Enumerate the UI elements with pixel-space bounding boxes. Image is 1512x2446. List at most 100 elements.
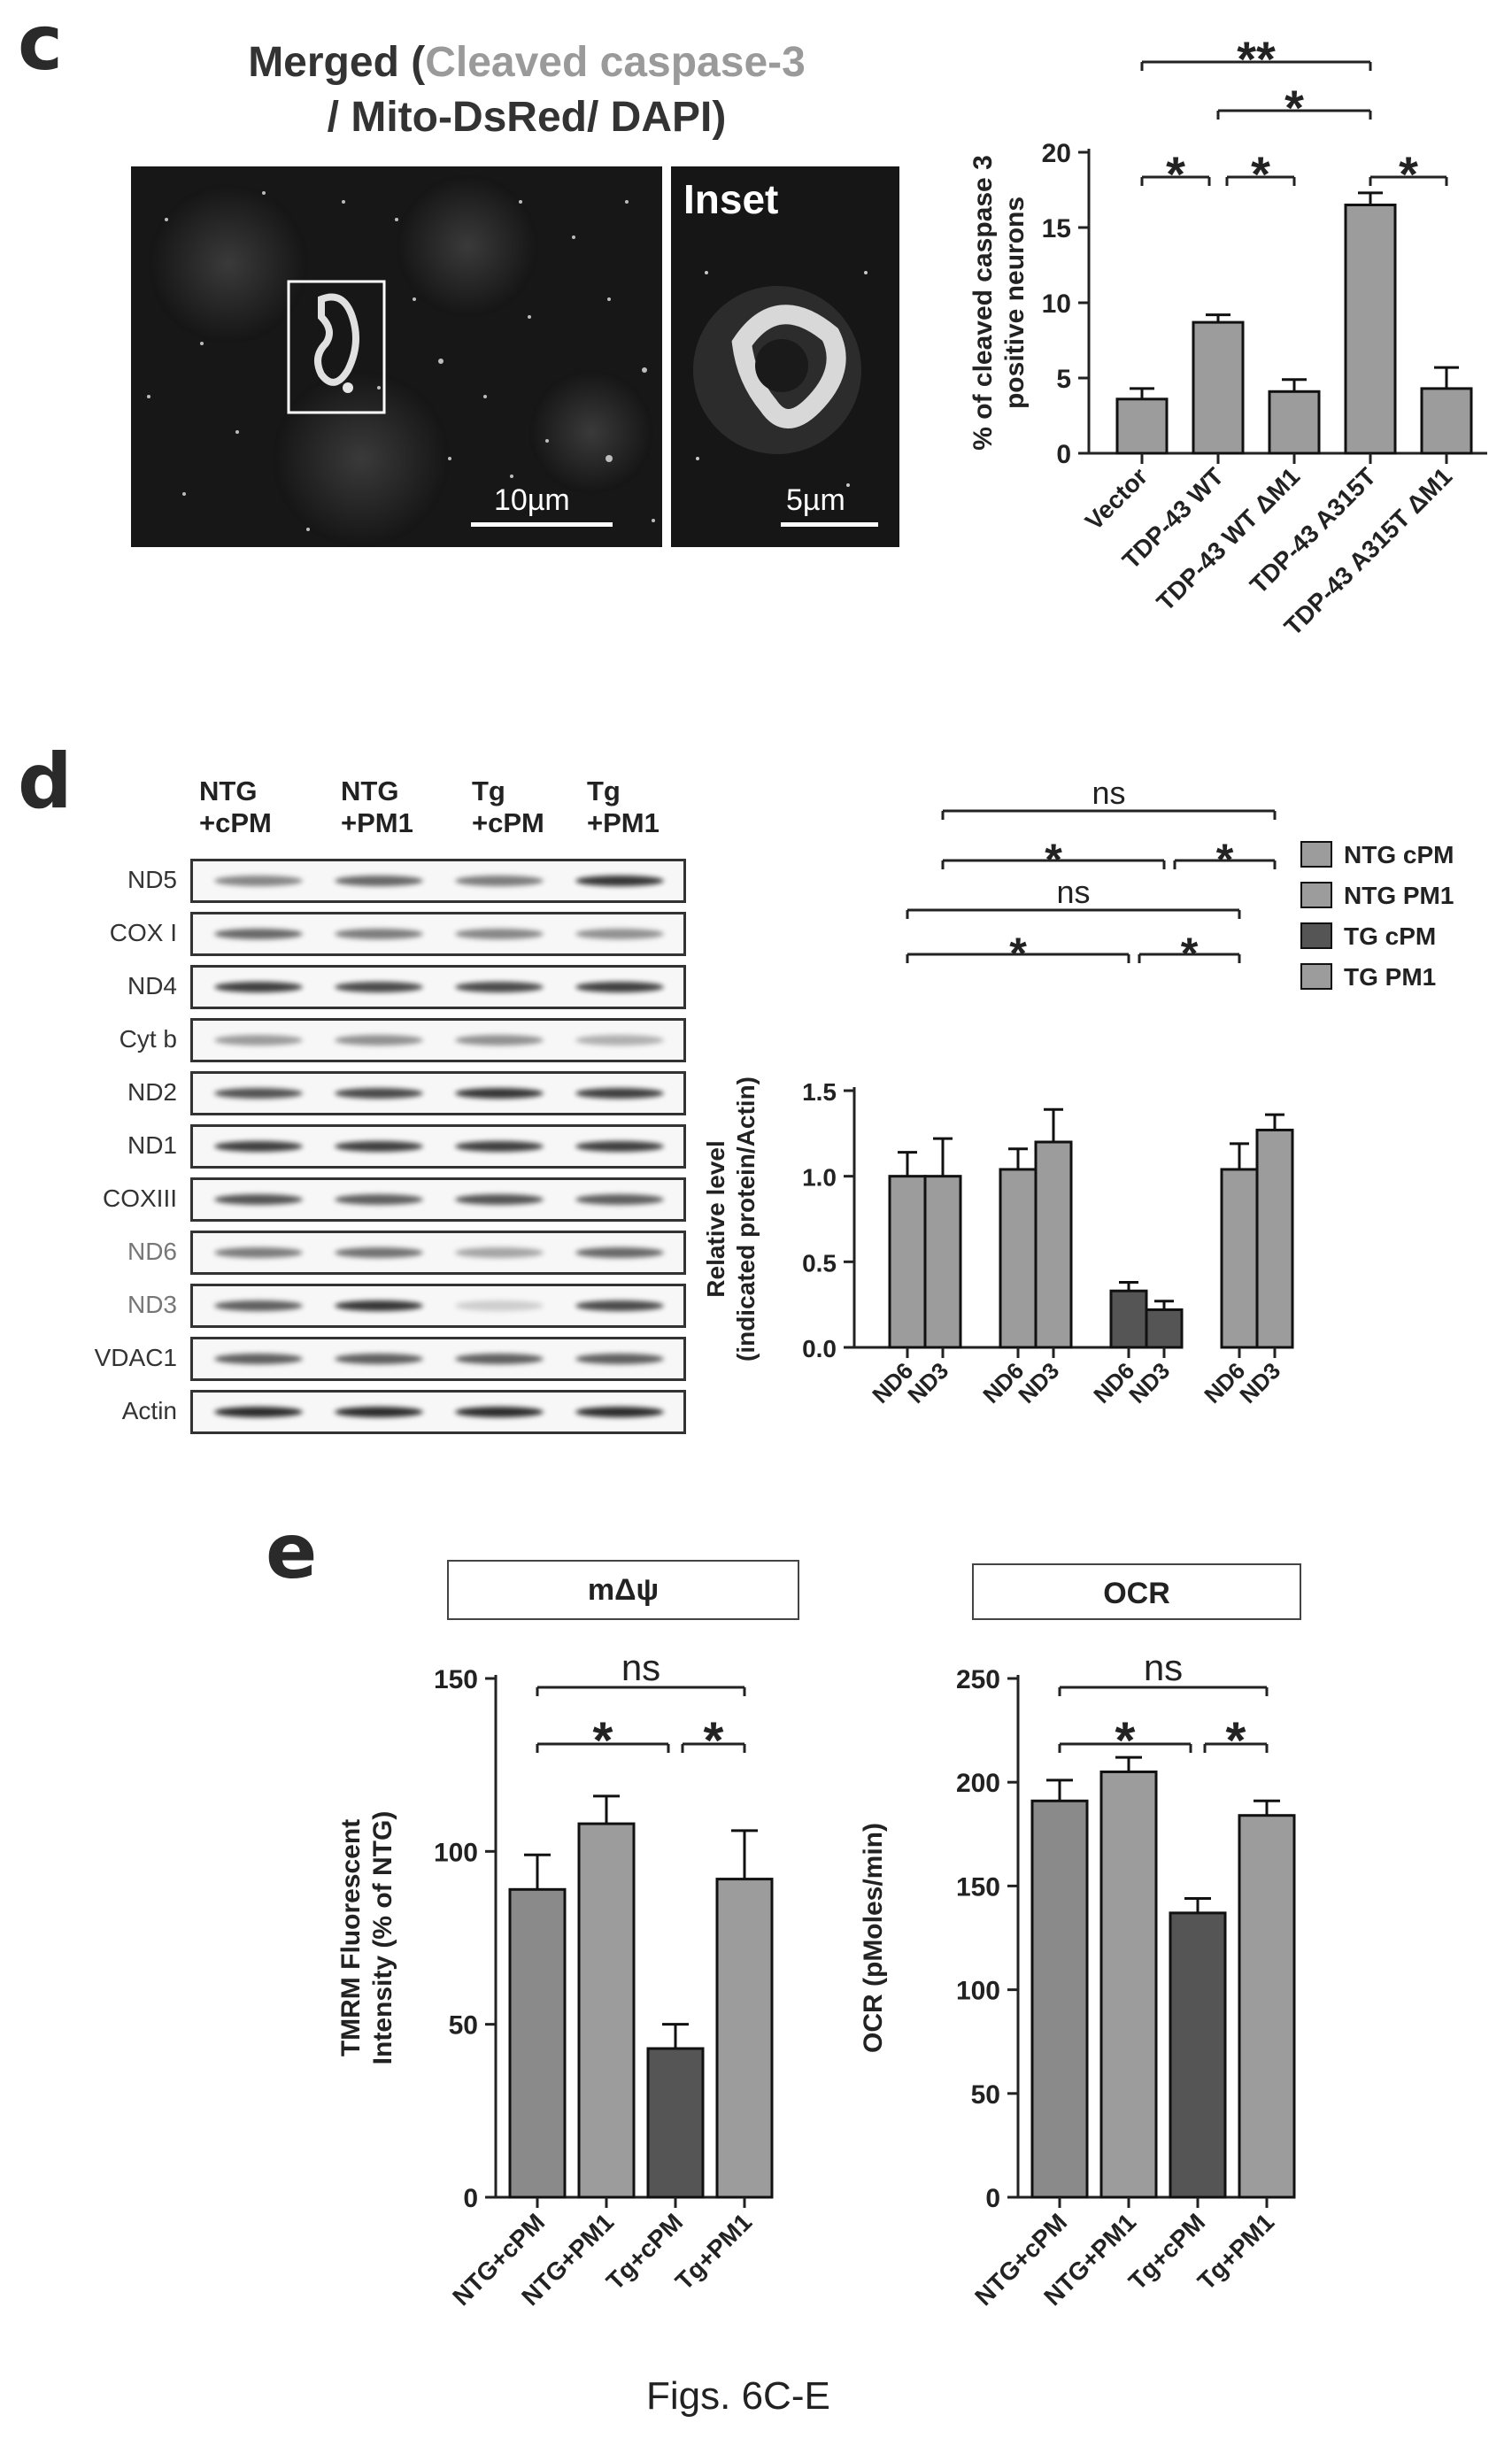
ocr-title-box: OCR <box>972 1563 1301 1620</box>
scale-bar-main <box>471 522 613 527</box>
panel-d-letter: d <box>18 737 73 826</box>
micrograph-inset-image <box>671 166 899 547</box>
y-tick-label: 20 <box>1042 139 1071 168</box>
blot-strip <box>190 1124 686 1169</box>
y-axis-label: % of cleaved caspase 3 <box>968 155 998 451</box>
x-tick-label: TDP-43 WT ΔM1 <box>1152 462 1306 616</box>
blot-band <box>455 1354 544 1364</box>
blot-strip <box>190 1071 686 1115</box>
bar <box>923 1175 962 1349</box>
blot-band <box>575 1247 664 1258</box>
significance-label: * <box>1009 928 1027 978</box>
y-tick-label: 0.0 <box>802 1335 837 1362</box>
blot-band <box>214 1300 303 1311</box>
y-tick-label: 50 <box>971 2080 1000 2110</box>
y-axis-label: positive neurons <box>1000 197 1030 409</box>
y-tick-label: 15 <box>1042 214 1071 243</box>
blot-band <box>214 876 303 886</box>
bar <box>888 1175 927 1349</box>
micrograph-main: 10µm <box>131 166 662 547</box>
scale-label-inset: 5µm <box>786 483 845 517</box>
lane-header-2: NTG +PM1 <box>341 775 413 838</box>
lane-header-4: Tg +PM1 <box>587 775 660 838</box>
blot-band <box>214 1088 303 1099</box>
inset-box <box>287 280 386 414</box>
title-merged: Merged ( <box>248 39 426 86</box>
blot-band <box>335 929 423 939</box>
blot-label: ND5 <box>127 866 177 893</box>
bar <box>1169 1911 1227 2199</box>
blot-label: ND2 <box>127 1078 177 1106</box>
y-tick-label: 10 <box>1042 289 1071 319</box>
significance-label: * <box>1166 146 1185 202</box>
blot-band <box>455 1407 544 1417</box>
blot-label: ND3 <box>127 1291 177 1318</box>
legend-label: TG cPM <box>1344 922 1436 950</box>
legend-swatch <box>1300 882 1332 908</box>
blot-band <box>214 982 303 992</box>
legend: NTG cPM NTG PM1 TG cPM TG PM1 <box>1300 841 1454 991</box>
blot-band <box>575 1194 664 1205</box>
blot-band <box>455 1300 544 1311</box>
x-tick-label: ND3 <box>1013 1357 1064 1408</box>
legend-label: NTG cPM <box>1344 841 1454 868</box>
y-axis-label: (indicated protein/Actin) <box>732 1076 760 1362</box>
title-caspase: Cleaved caspase-3 <box>425 39 806 86</box>
micrograph-main-image <box>131 166 662 547</box>
significance-label: ns <box>1056 874 1090 910</box>
blot-band <box>214 1194 303 1205</box>
bar <box>1109 1289 1148 1349</box>
blot-band <box>455 1247 544 1258</box>
bar <box>1034 1140 1073 1349</box>
x-tick-label: ND3 <box>902 1357 953 1408</box>
x-tick-label: Tg+PM1 <box>670 2208 757 2295</box>
blot-band <box>575 929 664 939</box>
merged-title: Merged (Cleaved caspase-3 / Mito-DsRed/ … <box>177 35 876 145</box>
y-tick-label: 150 <box>434 1665 478 1694</box>
blot-band <box>335 1354 423 1364</box>
y-tick-label: 0 <box>985 2184 1000 2213</box>
title-mito: Mito-DsRed <box>351 94 587 141</box>
y-tick-label: 1.5 <box>802 1078 837 1106</box>
significance-label: ** <box>1237 31 1276 87</box>
significance-label: * <box>1045 834 1062 884</box>
blot-strip <box>190 1177 686 1222</box>
blot-band <box>455 876 544 886</box>
bar <box>508 1887 567 2199</box>
blot-band <box>575 1035 664 1046</box>
blot-strip <box>190 1231 686 1275</box>
relative-level-bar-chart: 0.0 0.5 1.0 1.5 Relative level (indicated pro… <box>702 775 1454 1408</box>
blot-band <box>214 929 303 939</box>
blot-strip <box>190 1390 686 1434</box>
blot-band <box>335 1407 423 1417</box>
blot-strip <box>190 1018 686 1062</box>
lane-headers: NTG +cPM NTG +PM1 Tg +cPM Tg +PM1 <box>190 775 686 846</box>
blot-band <box>335 1194 423 1205</box>
blot-band <box>335 1088 423 1099</box>
y-tick-label: 0 <box>463 2184 478 2213</box>
bar <box>1344 204 1397 455</box>
legend-label: NTG PM1 <box>1344 882 1454 909</box>
blot-label: COX I <box>109 919 177 946</box>
legend-swatch <box>1300 841 1332 868</box>
blot-band <box>575 1141 664 1152</box>
blot-band <box>214 1141 303 1152</box>
y-tick-label: 5 <box>1056 365 1071 394</box>
significance-label: * <box>1216 834 1234 884</box>
bar <box>1192 320 1245 455</box>
blot-strip <box>190 859 686 903</box>
blot-band <box>455 1141 544 1152</box>
y-tick-label: 0 <box>1056 440 1071 469</box>
x-tick-label: Tg+cPM <box>601 2208 688 2295</box>
x-tick-label: ND3 <box>1123 1357 1175 1408</box>
significance-label: ns <box>621 1647 660 1688</box>
caspase-bar-chart: 0 5 10 15 20 % of cleaved caspase 3 positive n… <box>968 31 1487 641</box>
bar <box>999 1168 1038 1349</box>
bar <box>715 1878 774 2199</box>
x-tick-label: Vector <box>1080 462 1153 536</box>
blot-band <box>335 1247 423 1258</box>
blot-band <box>575 876 664 886</box>
blot-band <box>455 1194 544 1205</box>
blot-band <box>455 929 544 939</box>
blot-band <box>214 1407 303 1417</box>
